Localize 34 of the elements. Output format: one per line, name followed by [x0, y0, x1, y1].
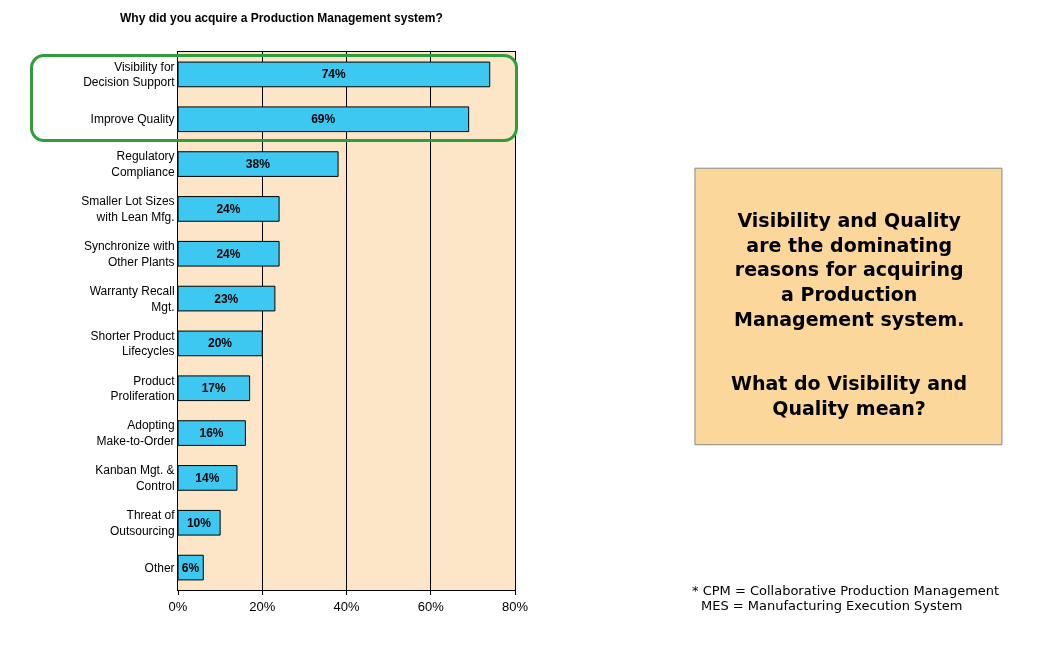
- data-label: 38%: [245, 157, 271, 172]
- data-label: 16%: [199, 426, 224, 441]
- x-tick-label: 60%: [417, 598, 445, 614]
- text: MES = Manufacturing Execution System: [701, 598, 963, 613]
- x-tick-label: 80%: [501, 598, 529, 614]
- y-tick-label: Smaller Lot Sizes with Lean Mfg.: [81, 194, 175, 224]
- y-tick-label: Product Proliferation: [110, 373, 176, 404]
- data-label: 17%: [201, 381, 226, 396]
- y-tick-label: Improve Quality: [90, 112, 175, 127]
- x-tick-label: 40%: [333, 598, 360, 614]
- text: Visibility and Quality are the dominating reasons for acquiring a Production Management system.: [734, 209, 965, 330]
- x-tick-label: 20%: [249, 598, 276, 614]
- data-label: 23%: [214, 291, 239, 306]
- data-label: 10%: [186, 515, 212, 530]
- y-tick-label: Adopting Make-to-Order: [96, 418, 175, 449]
- y-tick-label: Threat of Outsourcing: [109, 508, 176, 538]
- chart-title: Why did you acquire a Production Management system?: [120, 11, 443, 26]
- y-tick-label: Synchronize with Other Plants: [83, 239, 175, 269]
- data-label: 74%: [321, 67, 347, 82]
- y-tick-label: Regulatory Compliance: [111, 149, 175, 180]
- data-label: 24%: [216, 201, 241, 216]
- y-tick-label: Shorter Product Lifecycles: [90, 328, 176, 359]
- text: * CPM = Collaborative Production Management: [692, 583, 1000, 598]
- x-tick-label: 0%: [168, 598, 188, 614]
- data-label: 6%: [181, 560, 200, 575]
- y-tick-label: Other: [144, 560, 175, 575]
- y-tick-label: Visibility for Decision Support: [83, 59, 176, 90]
- text: What do Visibility and Quality mean?: [731, 372, 968, 419]
- data-label: 14%: [195, 470, 220, 485]
- data-label: 20%: [207, 336, 233, 351]
- data-label: 24%: [216, 246, 241, 261]
- data-label: 69%: [311, 112, 336, 127]
- y-tick-label: Warranty Recall Mgt.: [89, 283, 175, 314]
- y-tick-label: Kanban Mgt. & Control: [95, 463, 175, 493]
